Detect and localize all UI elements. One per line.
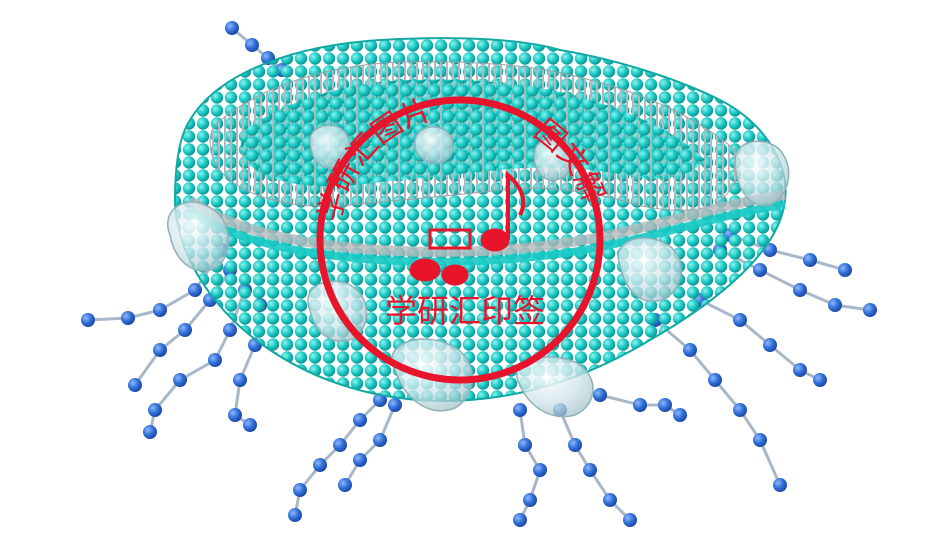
peg-bead — [293, 483, 307, 497]
peg-bead — [828, 298, 842, 312]
peg-bead — [593, 388, 607, 402]
stamp-ring — [316, 96, 604, 384]
peg-bead — [228, 408, 242, 422]
peg-bead — [288, 508, 302, 522]
peg-bead — [623, 513, 637, 527]
peg-bead — [188, 283, 202, 297]
peg-bead — [353, 453, 367, 467]
peg-bead — [128, 378, 142, 392]
peg-bead — [233, 373, 247, 387]
peg-bead — [353, 413, 367, 427]
peg-bead — [583, 463, 597, 477]
peg-bead — [733, 313, 747, 327]
peg-chains — [81, 21, 877, 527]
peg-bead — [733, 403, 747, 417]
peg-bead — [803, 253, 817, 267]
peg-bead — [513, 403, 527, 417]
peg-bead — [243, 418, 257, 432]
peg-bead — [658, 398, 672, 412]
peg-chain-link — [598, 393, 682, 417]
peg-chain-link — [653, 318, 782, 487]
peg-bead — [513, 513, 527, 527]
peg-bead — [333, 438, 347, 452]
peg-bead — [753, 433, 767, 447]
peg-bead — [568, 438, 582, 452]
peg-chain-link — [293, 398, 382, 517]
peg-bead — [373, 433, 387, 447]
peg-bead — [838, 263, 852, 277]
peg-bead — [793, 363, 807, 377]
peg-bead — [793, 283, 807, 297]
peg-bead — [225, 21, 239, 35]
peg-bead — [338, 478, 352, 492]
peg-bead — [523, 493, 537, 507]
peg-bead — [223, 323, 237, 337]
peg-bead — [245, 38, 259, 52]
peg-bead — [633, 398, 647, 412]
peg-bead — [81, 313, 95, 327]
peg-bead — [673, 408, 687, 422]
peg-bead — [683, 343, 697, 357]
peg-bead — [708, 373, 722, 387]
peg-bead — [313, 458, 327, 472]
stamp-bottom-text: 学研汇印签 — [385, 292, 545, 330]
peg-bead — [863, 303, 877, 317]
peg-bead — [178, 323, 192, 337]
peg-bead — [813, 373, 827, 387]
peg-bead — [121, 311, 135, 325]
peg-chain-link — [343, 403, 397, 487]
peg-bead — [153, 303, 167, 317]
peg-bead — [208, 353, 222, 367]
peg-bead — [518, 438, 532, 452]
peg-chain-link — [558, 408, 632, 522]
peg-bead — [763, 338, 777, 352]
peg-bead — [533, 463, 547, 477]
peg-bead — [153, 343, 167, 357]
peg-bead — [173, 373, 187, 387]
music-note-logo — [409, 170, 526, 286]
peg-bead — [143, 425, 157, 439]
peg-bead — [603, 493, 617, 507]
peg-bead — [388, 398, 402, 412]
peg-bead — [753, 263, 767, 277]
peg-bead — [773, 478, 787, 492]
peg-bead — [148, 403, 162, 417]
